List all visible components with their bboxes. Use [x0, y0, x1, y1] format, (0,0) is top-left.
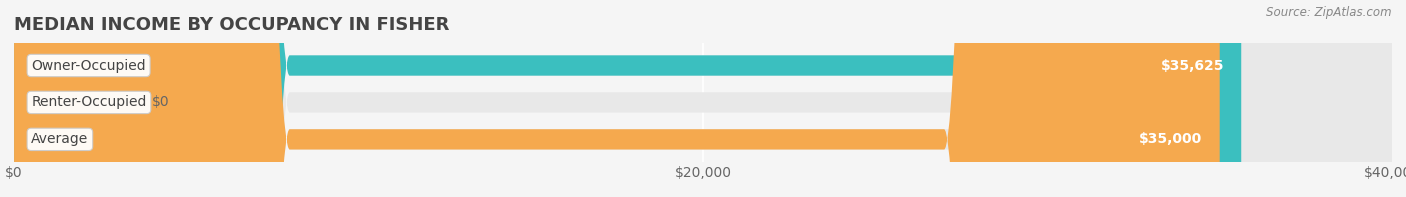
Text: Average: Average	[31, 132, 89, 146]
Text: $0: $0	[152, 95, 170, 110]
FancyBboxPatch shape	[14, 0, 1392, 197]
Text: Owner-Occupied: Owner-Occupied	[31, 59, 146, 72]
Text: Source: ZipAtlas.com: Source: ZipAtlas.com	[1267, 6, 1392, 19]
FancyBboxPatch shape	[14, 0, 1392, 197]
Text: $35,000: $35,000	[1139, 132, 1202, 146]
FancyBboxPatch shape	[14, 0, 1392, 197]
Text: $35,625: $35,625	[1160, 59, 1225, 72]
Text: Renter-Occupied: Renter-Occupied	[31, 95, 146, 110]
FancyBboxPatch shape	[14, 0, 1220, 197]
Text: MEDIAN INCOME BY OCCUPANCY IN FISHER: MEDIAN INCOME BY OCCUPANCY IN FISHER	[14, 16, 450, 34]
FancyBboxPatch shape	[14, 0, 1241, 197]
